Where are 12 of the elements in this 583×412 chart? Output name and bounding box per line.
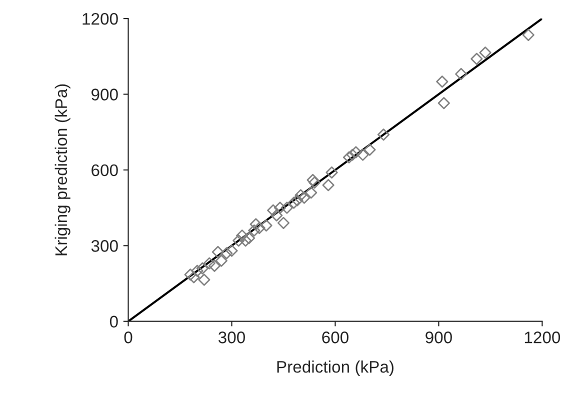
- x-tick-label: 300: [218, 332, 245, 344]
- x-tick-label: 900: [426, 332, 452, 344]
- x-tick-label: 0: [124, 332, 132, 344]
- y-tick-label: 900: [92, 88, 118, 100]
- x-axis-title: Prediction (kPa): [277, 360, 394, 376]
- y-axis-title: Kriging prediction (kPa): [54, 84, 70, 256]
- x-tick-label: 600: [322, 332, 348, 344]
- y-tick-label: 0: [110, 316, 118, 328]
- y-tick-label: 600: [92, 164, 118, 176]
- x-tick-label: 1200: [524, 332, 560, 344]
- y-tick-label: 1200: [82, 12, 118, 25]
- y-tick-label: 300: [91, 240, 118, 252]
